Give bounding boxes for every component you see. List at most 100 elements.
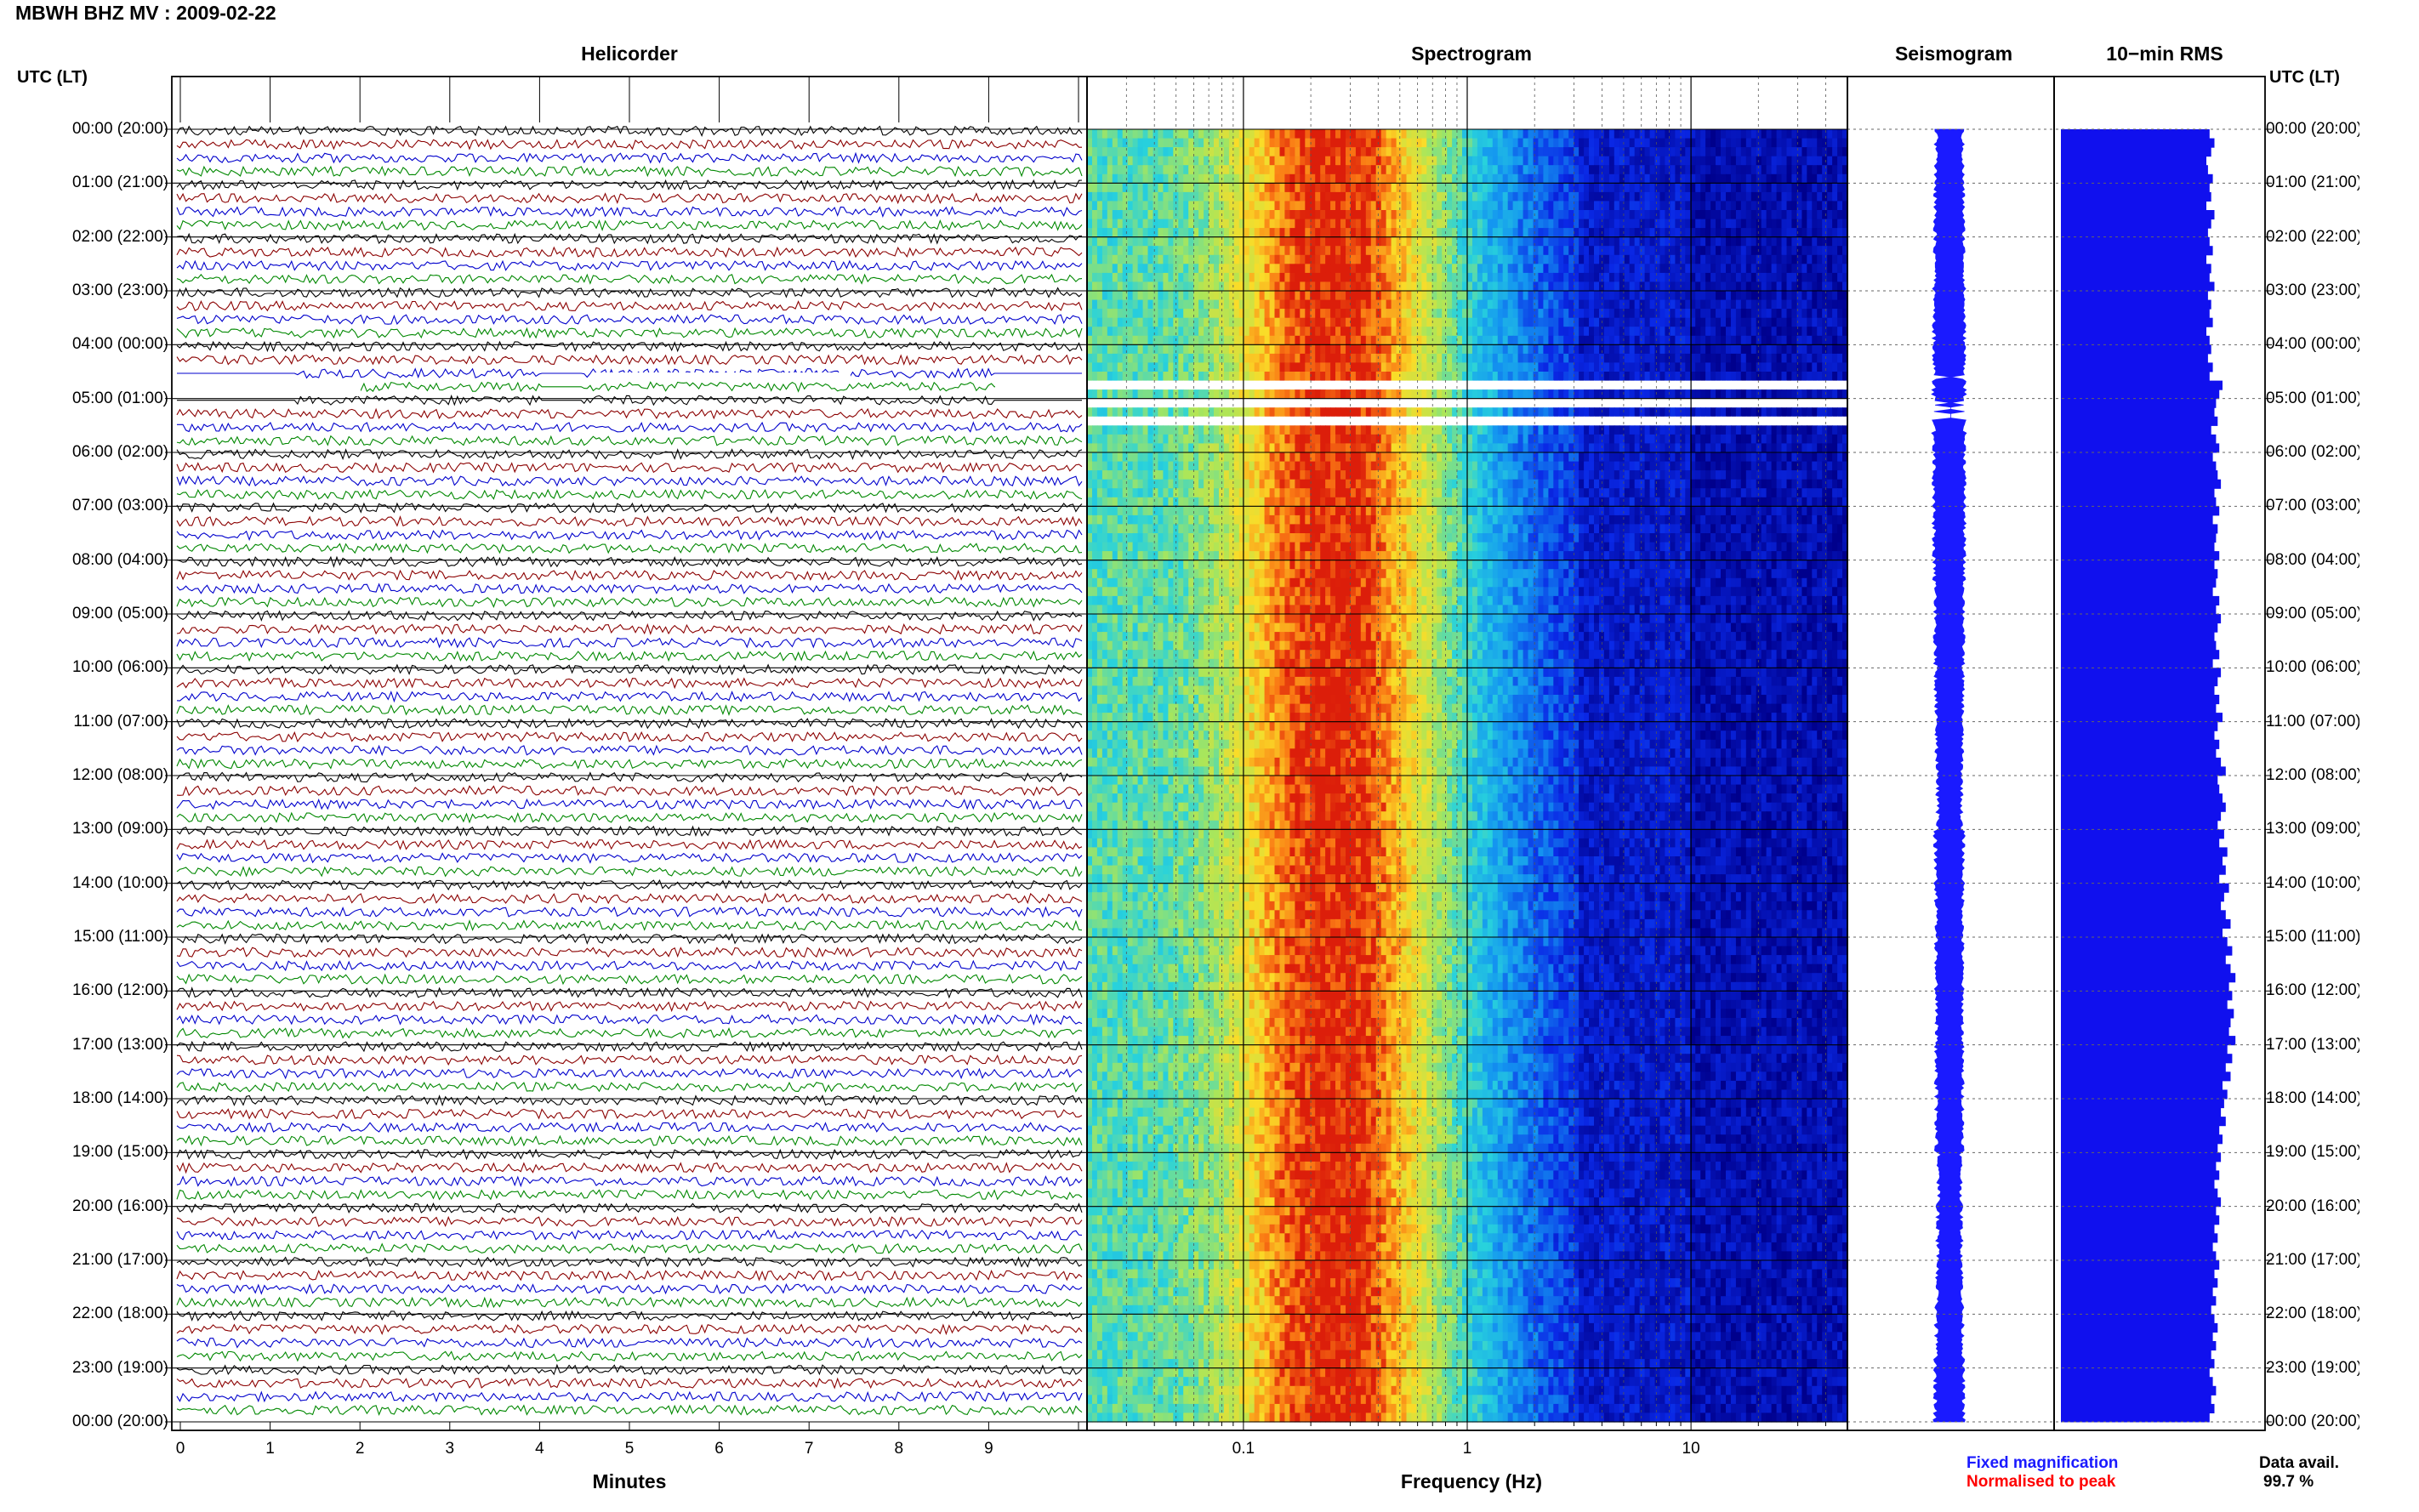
- helicorder-trace: [176, 703, 1083, 716]
- helicorder-trace: [176, 1148, 1083, 1161]
- time-tick-label-left: 14:00 (10:00): [72, 874, 168, 893]
- time-tick-label-left: 17:00 (13:00): [72, 1036, 168, 1054]
- data-avail-label: Data avail.: [2259, 1454, 2339, 1473]
- helicorder-trace: [176, 192, 1083, 205]
- helicorder-trace: [176, 543, 1083, 554]
- helicorder-trace: [176, 933, 1083, 945]
- rms-bar: [2061, 856, 2223, 867]
- rms-bar: [2061, 730, 2215, 741]
- rms-bar: [2061, 1341, 2217, 1351]
- helicorder-traces: [176, 125, 1083, 1416]
- rms-bar: [2061, 156, 2206, 166]
- rms-bar: [2061, 1278, 2218, 1288]
- rms-bar: [2061, 577, 2217, 588]
- helicorder-trace: [176, 959, 1083, 972]
- rms-bar: [2061, 847, 2228, 857]
- helicorder-trace: [176, 1000, 1083, 1013]
- rms-bar: [2061, 1125, 2220, 1135]
- rms-bar: [2061, 533, 2217, 543]
- rms-bar: [2061, 811, 2222, 821]
- time-tick-label-left: 04:00 (00:00): [72, 335, 168, 354]
- rms-bar: [2061, 1206, 2217, 1216]
- time-tick-label-left: 11:00 (07:00): [73, 713, 168, 731]
- rms-bar: [2061, 1269, 2215, 1279]
- rms-bar: [2061, 362, 2213, 372]
- helicorder-trace: [176, 488, 1083, 501]
- helicorder-trace: [176, 1134, 1083, 1147]
- helicorder-trace: [176, 179, 1083, 191]
- rms-bar: [2061, 1099, 2224, 1109]
- helicorder-trace: [176, 771, 1083, 783]
- time-tick-label-left: 18:00 (14:00): [72, 1089, 168, 1108]
- helicorder-trace: [176, 677, 1083, 690]
- rms-bar: [2061, 981, 2229, 992]
- helicorder-trace: [176, 717, 1083, 730]
- rms-bar: [2061, 695, 2220, 705]
- rms-bar: [2061, 1296, 2217, 1306]
- helicorder-trace: [176, 906, 1083, 918]
- helicorder-trace: [176, 878, 1083, 891]
- helicorder-trace: [176, 461, 1083, 474]
- time-tick-label-right: 11:00 (07:00): [2266, 713, 2359, 731]
- rms-bar: [2061, 874, 2220, 884]
- rms-bar: [2061, 776, 2218, 786]
- rms-bar: [2061, 739, 2220, 749]
- rms-bar: [2061, 946, 2233, 956]
- helicorder-trace: [176, 448, 1083, 461]
- rms-bar: [2061, 910, 2226, 920]
- time-tick-label-right: 00:00 (20:00): [2266, 1413, 2359, 1431]
- rms-bar: [2061, 1305, 2211, 1315]
- time-tick-label-left: 12:00 (08:00): [72, 766, 168, 785]
- rms-bar: [2061, 838, 2220, 848]
- rms-bar: [2061, 497, 2217, 507]
- frequency-tick-label: 0.1: [1232, 1440, 1255, 1458]
- minute-tick-label: 2: [356, 1440, 365, 1458]
- helicorder-trace: [176, 1256, 1083, 1268]
- rms-bar: [2061, 668, 2222, 678]
- rms-bar: [2061, 1260, 2220, 1270]
- helicorder-trace: [177, 367, 1082, 379]
- rms-bar: [2061, 1314, 2215, 1324]
- rms-bar: [2061, 165, 2208, 175]
- rms-bar: [2061, 587, 2213, 597]
- rms-bar: [2061, 901, 2222, 911]
- time-tick-label-left: 21:00 (17:00): [72, 1251, 168, 1270]
- helicorder-trace: [176, 435, 1083, 446]
- rms-bar: [2061, 632, 2215, 642]
- rms-bar: [2061, 479, 2222, 489]
- time-tick-label-right: 23:00 (19:00): [2266, 1359, 2359, 1378]
- helicorder-trace: [176, 125, 1083, 137]
- seismogram-title: Seismogram: [1895, 43, 2012, 65]
- rms-bar: [2061, 865, 2226, 875]
- time-tick-label-right: 10:00 (06:00): [2266, 658, 2359, 677]
- minutes-axis-title: Minutes: [593, 1470, 667, 1493]
- legend-fixed-magnification: Fixed magnification: [1967, 1454, 2118, 1473]
- time-tick-label-right: 02:00 (22:00): [2266, 228, 2359, 247]
- rms-bar: [2061, 658, 2213, 668]
- helicorder-trace: [176, 1013, 1083, 1026]
- helicorder-trace: [176, 259, 1083, 271]
- rms-bar: [2061, 802, 2226, 812]
- helicorder-trace: [176, 300, 1083, 312]
- rms-bar: [2061, 595, 2220, 605]
- time-tick-label-left: 05:00 (01:00): [72, 389, 168, 408]
- helicorder-trace: [176, 340, 1083, 353]
- time-tick-label-right: 13:00 (09:00): [2266, 820, 2359, 838]
- rms-bar: [2061, 147, 2211, 157]
- rms-bar: [2061, 569, 2218, 579]
- time-tick-label-left: 19:00 (15:00): [72, 1143, 168, 1162]
- helicorder-trace: [176, 583, 1083, 594]
- rms-bar: [2061, 1107, 2222, 1117]
- rms-bar: [2061, 892, 2224, 902]
- spectrogram-title: Spectrogram: [1411, 43, 1532, 65]
- time-tick-label-left: 02:00 (22:00): [72, 228, 168, 247]
- helicorder-trace: [176, 785, 1083, 797]
- rms-bar: [2061, 1251, 2217, 1261]
- helicorder-trace: [176, 663, 1083, 676]
- helicorder-trace: [176, 529, 1083, 542]
- rms-bar: [2061, 344, 2211, 355]
- rms-bar: [2061, 1089, 2228, 1100]
- rms-bar: [2061, 650, 2220, 660]
- time-tick-label-right: 07:00 (03:00): [2266, 497, 2359, 515]
